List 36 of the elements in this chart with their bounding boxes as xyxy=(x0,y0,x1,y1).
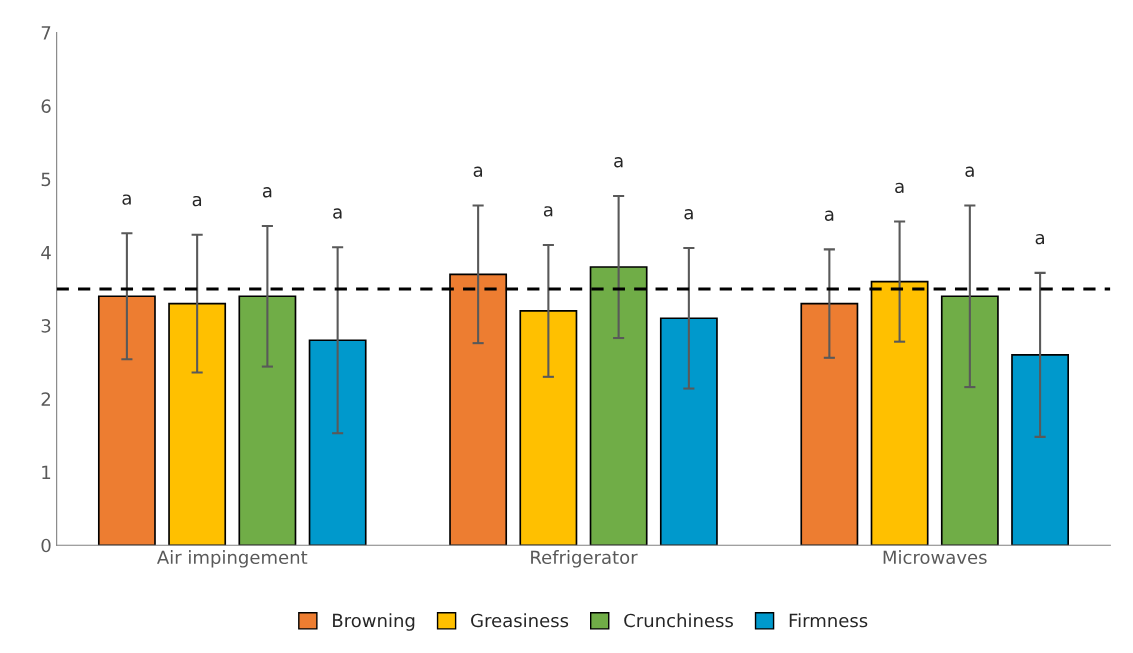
annotation: a xyxy=(262,187,272,198)
bar xyxy=(940,295,999,546)
annotation: a xyxy=(684,209,693,220)
annotation: a xyxy=(1035,233,1044,245)
y-tick-label: 7 xyxy=(41,26,51,40)
bar xyxy=(238,295,297,546)
legend-label: Browning xyxy=(333,613,415,631)
bar xyxy=(1011,354,1070,546)
annotation: a xyxy=(824,210,834,221)
x-tick-label: Air impingement xyxy=(156,550,308,568)
annotation: a xyxy=(543,206,553,217)
annotation: a xyxy=(333,208,342,219)
bar xyxy=(168,302,227,546)
y-tick-label: 5 xyxy=(41,172,51,187)
annotation: a xyxy=(192,195,202,207)
legend-label: Firmness xyxy=(789,613,868,628)
bar xyxy=(308,339,367,546)
annotation: a xyxy=(473,166,483,177)
y-tick-label: 3 xyxy=(41,319,51,333)
y-tick-label: 4 xyxy=(41,246,51,260)
y-tick-label: 1 xyxy=(42,465,51,479)
legend-label: Greasiness xyxy=(471,613,569,628)
bar xyxy=(659,317,718,546)
annotation: a xyxy=(614,157,623,168)
bar xyxy=(519,310,578,546)
annotation: a xyxy=(895,182,904,194)
x-tick-label: Microwaves xyxy=(883,550,987,565)
annotation: a xyxy=(965,166,974,177)
bar xyxy=(97,295,156,546)
y-tick-label: 6 xyxy=(41,99,51,113)
bar xyxy=(800,302,859,546)
x-tick-label: Refrigerator xyxy=(531,550,638,568)
legend-label: Crunchiness xyxy=(624,613,733,628)
y-tick-label: 0 xyxy=(41,538,51,553)
y-tick-label: 2 xyxy=(41,392,50,406)
annotation: a xyxy=(122,194,131,205)
